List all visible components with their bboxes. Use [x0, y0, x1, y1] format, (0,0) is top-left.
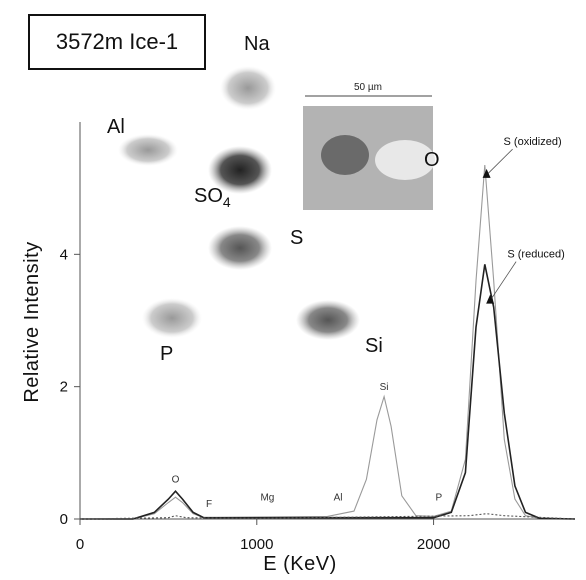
annotation-leader — [486, 148, 513, 176]
scale-bar: 50 µm — [305, 82, 432, 97]
series-annotations: S (oxidized) S (reduced) — [482, 136, 565, 304]
si-map-image — [296, 300, 360, 340]
peak-label: O — [172, 475, 180, 486]
y-tick-label: 2 — [60, 379, 68, 396]
annotation-label: S (oxidized) — [504, 136, 562, 148]
y-tick-label: 4 — [60, 246, 68, 263]
x-tick-label: 1000 — [240, 536, 273, 553]
annotation-leader — [489, 261, 517, 301]
y-tick-label: 0 — [60, 511, 68, 528]
annotation-arrowhead — [482, 168, 491, 178]
series-line-s-oxidized — [80, 164, 576, 520]
series-layer — [79, 164, 576, 520]
map-label-al: Al — [107, 116, 125, 138]
series-line-baseline — [79, 513, 576, 520]
y-axis-title: Relative Intensity — [21, 241, 43, 402]
map-label-na: Na — [244, 33, 270, 55]
so4-map-image — [208, 146, 272, 194]
annotation-label: S (reduced) — [507, 249, 564, 261]
x-axis-title: E (KeV) — [263, 553, 337, 575]
map-label-si: Si — [365, 335, 383, 357]
peak-label: F — [206, 499, 212, 510]
map-label-s: S — [290, 227, 303, 249]
sample-label: 3572m Ice-1 — [28, 14, 206, 70]
scale-bar-label: 50 µm — [354, 82, 382, 93]
element-maps — [118, 66, 435, 340]
x-tick-label: 2000 — [417, 536, 450, 553]
map-label-p: P — [160, 343, 173, 365]
o-map-image — [303, 106, 435, 210]
peak-label: P — [436, 492, 443, 503]
series-line-s-reduced — [80, 264, 576, 520]
annotation-arrowhead — [486, 294, 495, 304]
s-map-image — [208, 226, 272, 270]
x-tick-label: 0 — [76, 536, 84, 553]
p-map-image — [142, 298, 202, 338]
peak-label: Mg — [260, 492, 274, 503]
axes — [79, 122, 575, 520]
y-ticks: 0 2 4 — [60, 246, 80, 528]
peak-label: Al — [334, 492, 343, 503]
peak-labels: O F Mg Al Si P — [172, 382, 443, 510]
x-ticks: 0 1000 2000 — [76, 519, 450, 553]
map-label-so4: SO4 — [194, 185, 231, 210]
al-map-image — [118, 134, 178, 166]
peak-label: Si — [380, 382, 389, 393]
map-label-o: O — [424, 149, 440, 171]
na-map-image — [220, 66, 276, 110]
